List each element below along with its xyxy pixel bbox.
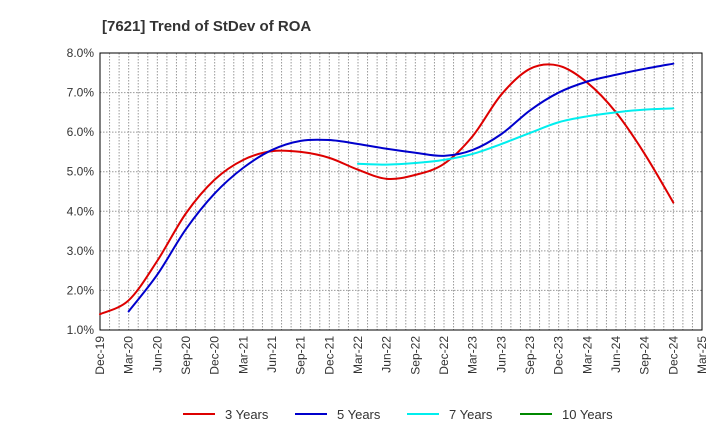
x-tick-label: Sep-24 [638, 336, 652, 375]
y-tick-label: 4.0% [67, 204, 95, 218]
series-line-7-years [357, 107, 675, 166]
plot-area [100, 53, 702, 330]
legend-label: 5 Years [337, 407, 381, 422]
x-tick-label: Mar-22 [351, 336, 365, 374]
y-tick-label: 5.0% [67, 165, 95, 179]
x-tick-label: Jun-20 [150, 336, 164, 373]
series-line-3-years [99, 63, 675, 316]
y-tick-label: 8.0% [67, 46, 95, 60]
legend-label: 10 Years [562, 407, 613, 422]
y-tick-label: 7.0% [67, 86, 95, 100]
x-tick-label: Sep-20 [179, 336, 193, 375]
x-tick-label: Sep-21 [294, 336, 308, 375]
x-tick-label: Dec-20 [208, 336, 222, 375]
x-tick-label: Mar-25 [695, 336, 709, 374]
vertical-gridlines [109, 53, 693, 330]
legend-label: 3 Years [225, 407, 269, 422]
x-tick-label: Sep-22 [408, 336, 422, 375]
x-tick-label: Dec-19 [93, 336, 107, 375]
x-axis-tick-labels: Dec-19 Mar-20 Jun-20 Sep-20 Dec-20 Mar-21 Jun-… [93, 336, 709, 375]
chart-title: [7621] Trend of StDev of ROA [102, 18, 311, 35]
legend-label: 7 Years [449, 407, 493, 422]
plot-border [99, 52, 703, 331]
x-tick-label: Dec-23 [552, 336, 566, 375]
y-tick-label: 2.0% [67, 283, 95, 297]
y-tick-label: 6.0% [67, 125, 95, 139]
x-tick-label: Mar-24 [580, 336, 594, 374]
x-tick-label: Dec-22 [437, 336, 451, 375]
y-tick-label: 1.0% [67, 323, 95, 337]
x-tick-label: Jun-22 [380, 336, 394, 373]
series-lines [99, 62, 675, 316]
x-tick-label: Mar-23 [466, 336, 480, 374]
x-tick-label: Jun-21 [265, 336, 279, 373]
series-line-5-years [127, 62, 675, 313]
y-axis-tick-labels: 1.0% 2.0% 3.0% 4.0% 5.0% 6.0% 7.0% 8.0% [67, 46, 95, 337]
x-tick-label: Mar-20 [122, 336, 136, 374]
x-tick-label: Jun-23 [494, 336, 508, 373]
x-tick-label: Dec-21 [322, 336, 336, 375]
y-tick-label: 3.0% [67, 244, 95, 258]
horizontal-gridlines [100, 92, 702, 291]
x-tick-label: Mar-21 [236, 336, 250, 374]
x-tick-label: Jun-24 [609, 336, 623, 373]
legend: 3 Years 5 Years 7 Years 10 Years [183, 407, 613, 422]
x-tick-label: Dec-24 [666, 336, 680, 375]
x-tick-label: Sep-23 [523, 336, 537, 375]
